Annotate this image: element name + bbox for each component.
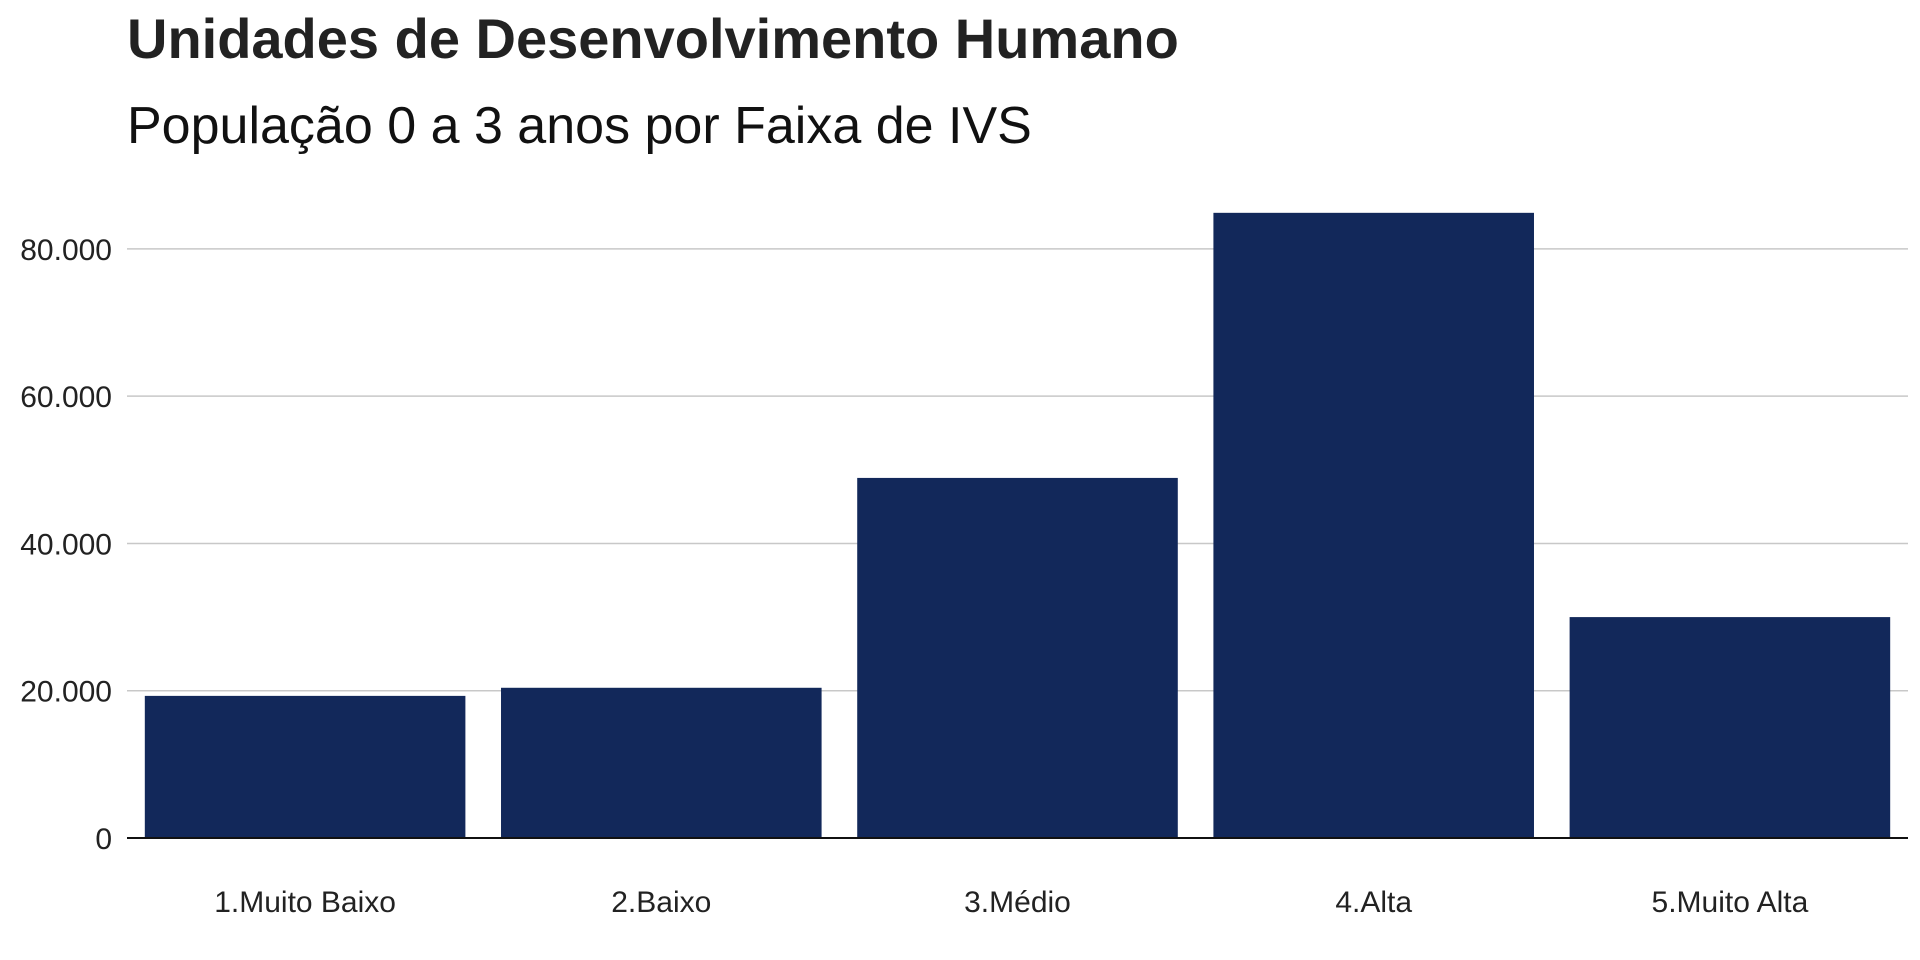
bars [144, 212, 1891, 838]
y-tick-label: 80.000 [20, 234, 112, 267]
y-tick-label: 20.000 [20, 676, 112, 709]
x-category-label: 3.Médio [964, 886, 1071, 919]
bar [144, 695, 466, 838]
x-category-label: 2.Baixo [611, 886, 711, 919]
y-tick-labels: 0 20.000 40.000 60.000 80.000 [20, 234, 112, 856]
bar [501, 687, 822, 838]
bar [1213, 212, 1534, 838]
x-category-label: 5.Muito Alta [1652, 886, 1809, 919]
x-category-labels: 1.Muito Baixo 2.Baixo 3.Médio 4.Alta 5.Muito… [214, 886, 1808, 919]
y-tick-label: 0 [95, 823, 112, 856]
chart-title: Unidades de Desenvolvimento Humano [127, 7, 1179, 70]
y-tick-label: 60.000 [20, 381, 112, 414]
chart-subtitle: População 0 a 3 anos por Faixa de IVS [127, 97, 1032, 155]
x-category-label: 4.Alta [1335, 886, 1412, 919]
x-category-label: 1.Muito Baixo [214, 886, 396, 919]
bar [857, 477, 1178, 838]
bar [1569, 617, 1891, 838]
y-tick-label: 40.000 [20, 528, 112, 561]
